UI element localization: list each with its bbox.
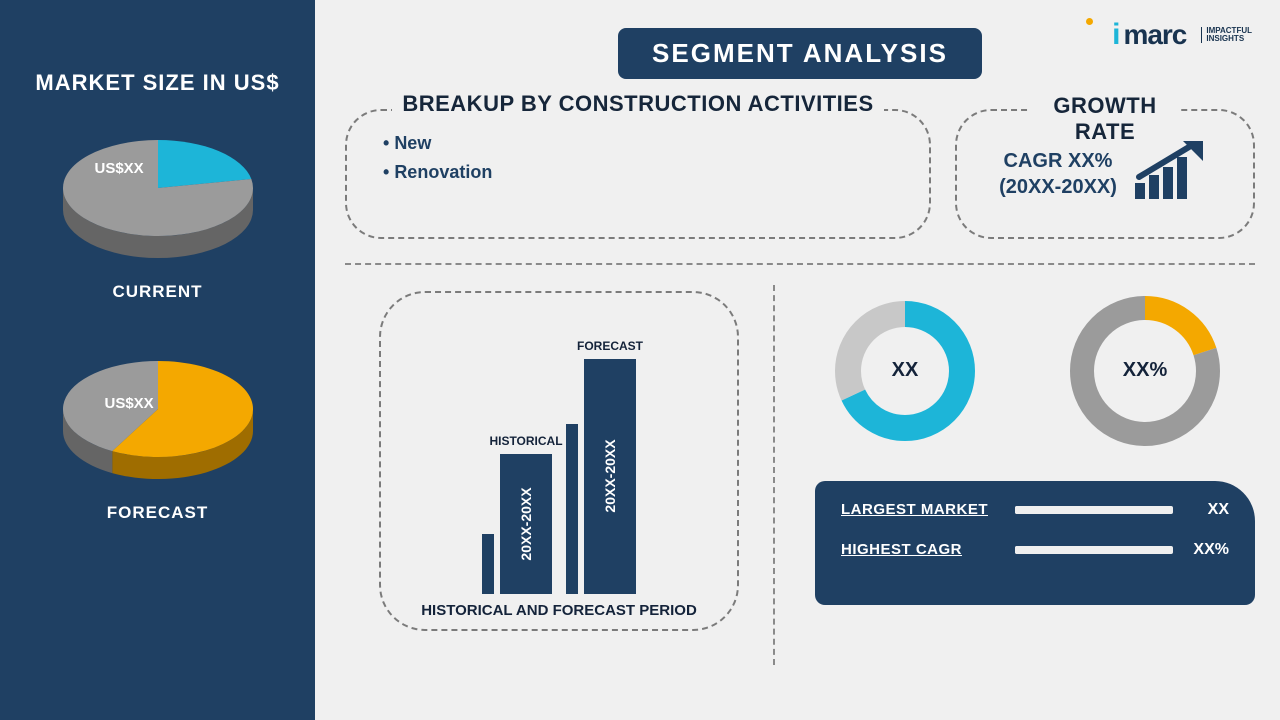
- breakup-box: BREAKUP BY CONSTRUCTION ACTIVITIES NewRe…: [345, 109, 931, 239]
- historical-forecast-barchart: 20XX-20XXHISTORICAL20XX-20XXFORECAST: [401, 309, 717, 594]
- stat-row: HIGHEST CAGR XX%: [841, 541, 1229, 559]
- barchart-caption: HISTORICAL AND FORECAST PERIOD: [421, 602, 697, 619]
- bar-thin: [566, 424, 578, 594]
- bar-period-label: 20XX-20XX: [602, 440, 618, 513]
- growth-heading: GROWTH RATE: [1031, 93, 1179, 145]
- main-panel: imarc IMPACTFULINSIGHTS SEGMENT ANALYSIS…: [315, 0, 1280, 720]
- bar-group: 20XX-20XXFORECAST: [566, 359, 636, 594]
- stat-row: LARGEST MARKET XX: [841, 501, 1229, 519]
- bar-thick: 20XX-20XXFORECAST: [584, 359, 636, 594]
- donut-row: XX XX%: [825, 291, 1255, 451]
- sidebar-market-size: MARKET SIZE IN US$ US$XX CURRENT US$XX F…: [0, 0, 315, 720]
- page-title: SEGMENT ANALYSIS: [618, 28, 982, 79]
- bar-period-label: 20XX-20XX: [518, 487, 534, 560]
- pie-forecast-caption: FORECAST: [107, 503, 209, 523]
- growth-text: CAGR XX% (20XX-20XX): [999, 148, 1117, 200]
- horizontal-separator: [345, 263, 1255, 265]
- pie-value-label: US$XX: [105, 395, 154, 412]
- pie-current-caption: CURRENT: [112, 282, 202, 302]
- donut-chart: XX: [825, 291, 985, 451]
- donut-chart: XX%: [1065, 291, 1225, 451]
- donut-center-label: XX: [892, 359, 919, 382]
- pie-current: US$XX: [53, 126, 263, 276]
- breakup-list: NewRenovation: [377, 129, 899, 187]
- stats-card: LARGEST MARKET XX HIGHEST CAGR XX%: [815, 481, 1255, 605]
- pie-value-label: US$XX: [95, 160, 144, 177]
- growth-rate-box: GROWTH RATE CAGR XX% (20XX-20XX): [955, 109, 1255, 239]
- pie-forecast: US$XX: [53, 347, 263, 497]
- stat-bar: [1015, 546, 1173, 554]
- breakup-item: New: [383, 129, 899, 158]
- donut-center-label: XX%: [1123, 359, 1167, 382]
- brand-logo: imarc IMPACTFULINSIGHTS: [1112, 18, 1252, 52]
- stat-bar: [1015, 506, 1173, 514]
- bar-thin: [482, 534, 494, 594]
- stat-value: XX: [1187, 501, 1229, 519]
- breakup-item: Renovation: [383, 158, 899, 187]
- stat-label: HIGHEST CAGR: [841, 541, 1001, 558]
- stat-label: LARGEST MARKET: [841, 501, 1001, 518]
- bar-group: 20XX-20XXHISTORICAL: [482, 454, 552, 594]
- stat-value: XX%: [1187, 541, 1229, 559]
- growth-arrow-icon: [1133, 139, 1211, 208]
- barchart-panel: 20XX-20XXHISTORICAL20XX-20XXFORECAST HIS…: [345, 285, 775, 665]
- bar-cap-label: HISTORICAL: [489, 434, 562, 448]
- breakup-heading: BREAKUP BY CONSTRUCTION ACTIVITIES: [392, 91, 883, 117]
- bar-cap-label: FORECAST: [577, 339, 643, 353]
- bar-thick: 20XX-20XXHISTORICAL: [500, 454, 552, 594]
- sidebar-title: MARKET SIZE IN US$: [35, 70, 279, 96]
